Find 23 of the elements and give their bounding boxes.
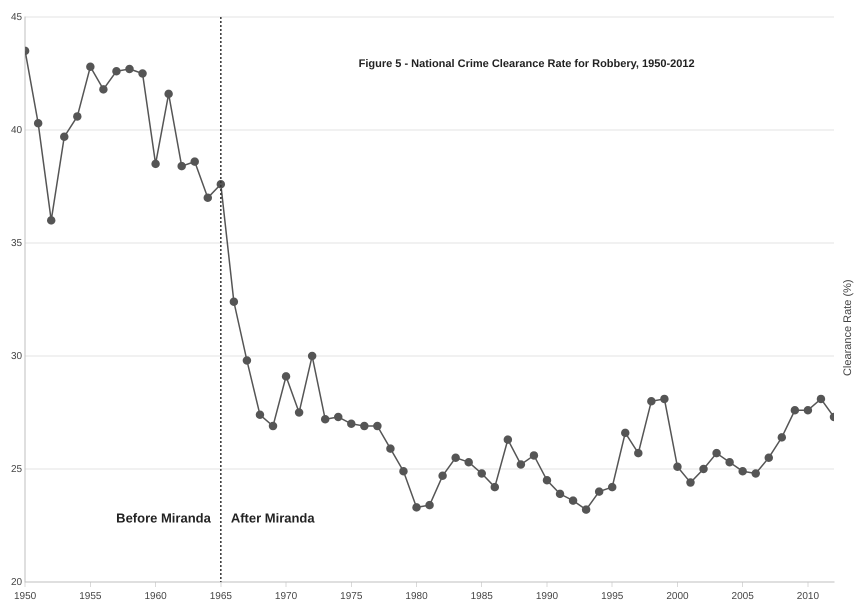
- x-tick-label: 2010: [796, 590, 820, 602]
- y-tick-label: 30: [11, 350, 23, 362]
- x-tick-label: 1975: [340, 590, 363, 602]
- x-tick-label: 1955: [79, 590, 102, 602]
- x-tick-label: 1980: [405, 590, 428, 602]
- x-tick-label: 1965: [210, 590, 232, 602]
- x-tick-label: 1985: [470, 590, 494, 602]
- annotation: After Miranda: [230, 510, 316, 526]
- y-tick-label: 25: [11, 464, 23, 475]
- x-tick-label: 2005: [732, 590, 754, 602]
- x-tick-label: 1950: [14, 590, 37, 602]
- x-tick-label: 1995: [601, 590, 624, 602]
- x-tick-label: 1990: [536, 590, 559, 602]
- y-axis-title: Clearance Rate (%): [842, 279, 854, 376]
- y-tick-label: 20: [11, 576, 23, 588]
- text: Figure 5 - National Crime Clearance Rate for Robbery, 1950-2012: [358, 58, 695, 70]
- x-tick-label: 2000: [666, 590, 690, 602]
- y-tick-label: 35: [11, 238, 23, 249]
- x-tick-label: 1970: [274, 590, 298, 602]
- x-tick-label: 1960: [144, 590, 168, 602]
- y-tick-label: 40: [11, 124, 23, 136]
- y-tick-label: 45: [11, 12, 23, 23]
- annotation: Before Miranda: [116, 510, 212, 526]
